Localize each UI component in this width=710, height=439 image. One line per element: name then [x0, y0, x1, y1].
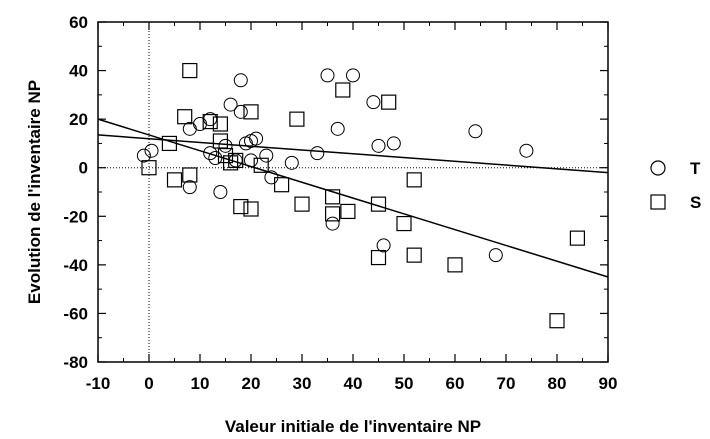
x-tick-label: 50 [395, 374, 414, 393]
point-t [346, 68, 360, 83]
point-t [233, 73, 248, 88]
x-tick-label: -10 [86, 374, 111, 393]
point-s [182, 167, 198, 183]
point-s [182, 62, 198, 79]
legend: T S [650, 159, 701, 212]
point-t [519, 143, 534, 158]
point-s [177, 109, 193, 125]
plot-frame [97, 21, 609, 363]
point-t [136, 148, 151, 163]
point-s [549, 313, 565, 329]
y-tick-label: 20 [69, 110, 88, 129]
point-s [212, 133, 228, 149]
point-t [249, 131, 264, 146]
point-t [208, 151, 223, 165]
point-t [325, 216, 340, 231]
x-tick-label: 10 [191, 374, 210, 393]
x-tick-label: 90 [599, 374, 618, 393]
point-s [274, 177, 290, 193]
point-s [202, 113, 218, 130]
point-t [386, 136, 401, 151]
x-tick-label: 20 [242, 374, 261, 393]
point-t [223, 97, 238, 112]
legend-label-t: T [690, 159, 701, 178]
point-s [406, 247, 422, 263]
point-t [371, 138, 386, 153]
point-t [310, 146, 325, 161]
x-axis-title: Valeur initiale de l'inventaire NP [225, 417, 481, 436]
point-t [144, 143, 159, 158]
x-tick-label: 0 [144, 374, 153, 393]
point-t [488, 248, 503, 263]
point-s [396, 215, 412, 232]
point-s [340, 203, 356, 220]
point-s [212, 116, 228, 132]
x-tick-label: 70 [497, 374, 516, 393]
y-axis-title: Evolution de l'inventaire NP [25, 80, 44, 304]
y-tick-label: 60 [69, 13, 88, 32]
x-tick-label: 30 [293, 374, 312, 393]
point-t [182, 180, 197, 195]
y-tick-label: -20 [63, 207, 88, 226]
point-t [238, 136, 253, 151]
point-t [259, 148, 274, 163]
point-t [320, 68, 335, 83]
point-s [447, 257, 463, 273]
point-s [243, 104, 259, 120]
y-tick-label: 0 [79, 159, 88, 178]
point-s [233, 198, 249, 215]
y-tick-label: -60 [63, 304, 88, 323]
point-t [366, 95, 381, 110]
point-t [244, 153, 258, 168]
point-s [370, 249, 387, 266]
point-s [228, 152, 244, 169]
regression-line-s [97, 118, 609, 278]
point-s [253, 157, 269, 173]
point-t [233, 104, 248, 119]
x-tick-label: 80 [548, 374, 567, 393]
point-s [243, 201, 259, 217]
point-s [325, 206, 341, 222]
y-tick-label: -80 [63, 353, 88, 372]
point-s [381, 94, 397, 110]
point-t [213, 185, 228, 199]
y-tick-label: 40 [69, 62, 88, 81]
point-t [330, 121, 345, 136]
point-s [370, 196, 387, 212]
point-s [569, 230, 586, 246]
axis-ticks [97, 21, 609, 363]
point-s [223, 155, 239, 171]
point-s [335, 82, 351, 98]
point-t [203, 146, 218, 161]
x-tick-label: 40 [344, 374, 363, 393]
y-tick-label: -40 [63, 256, 88, 275]
axis-tick-labels: -10 0 10 20 30 40 50 60 70 80 90 -80 -60 -40 -20 0 20 40 6… [63, 13, 617, 393]
point-s [406, 172, 422, 188]
regression-line-t [97, 134, 609, 174]
point-s [166, 172, 183, 188]
point-s [325, 189, 341, 205]
legend-label-s: S [690, 193, 701, 212]
point-s [141, 160, 157, 176]
point-t [218, 138, 233, 153]
regression-lines [97, 118, 609, 278]
data-points [136, 62, 586, 329]
point-s [161, 135, 177, 152]
point-t [376, 238, 391, 253]
point-s [289, 111, 305, 127]
legend-marker-t [650, 160, 666, 176]
x-tick-label: 60 [446, 374, 465, 393]
legend-marker-s [650, 194, 666, 210]
point-t [468, 124, 483, 139]
point-s [294, 196, 310, 212]
point-t [284, 155, 299, 170]
